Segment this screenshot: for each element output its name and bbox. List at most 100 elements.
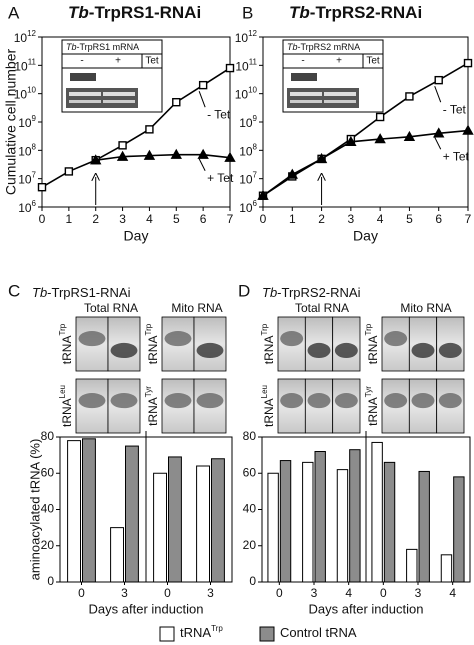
bar: [67, 440, 81, 583]
x-axis-label: Day: [124, 228, 149, 244]
x-tick-label: 0: [164, 586, 171, 600]
marker-square: [145, 125, 154, 134]
gel-lane-band: [384, 331, 408, 347]
y-tick-label: 20: [41, 538, 55, 552]
inset-lane-label: +: [336, 56, 342, 67]
gel-row-label-part: Leu: [58, 385, 67, 398]
y-tick-label-part: 11: [28, 57, 37, 66]
y-tick-label-part: 9: [253, 114, 258, 123]
gel-row-label-part: tRNA: [146, 397, 160, 426]
gel-row-label: tRNATrp: [144, 323, 160, 364]
inset-title-part: -TrpRS1 mRNA: [77, 42, 140, 52]
x-tick-label: 5: [406, 212, 413, 226]
y-tick-label-part: 10: [235, 88, 249, 102]
inset-title: Tb-TrpRS2 mRNA: [287, 42, 360, 52]
series-line: [95, 153, 231, 161]
y-tick-label-part: 10: [235, 31, 249, 45]
bar: [336, 469, 349, 583]
gel-row-label-part: tRNA: [366, 336, 380, 365]
legend-label-part: Control tRNA: [280, 625, 357, 640]
y-tick-label-part: 10: [239, 201, 253, 215]
x-axis-label: Days after induction: [89, 601, 204, 616]
bar: [110, 527, 124, 583]
gel-row-label-part: tRNA: [60, 336, 74, 365]
panel-label: C: [8, 281, 20, 300]
y-tick-label: 107: [18, 171, 36, 187]
bar: [267, 472, 279, 583]
y-tick-label-part: 10: [18, 145, 32, 159]
y-tick-label-part: 12: [248, 29, 257, 38]
inset-gel-band: [290, 92, 322, 96]
x-tick-label: 1: [289, 212, 296, 226]
bar: [406, 548, 418, 583]
x-tick-label: 3: [348, 212, 355, 226]
marker-triangle: [374, 133, 386, 144]
marker-square: [64, 167, 74, 176]
gel-row-label: tRNATrp: [58, 323, 74, 364]
y-tick-label-part: 12: [27, 29, 36, 38]
gel-lane-band: [78, 393, 106, 409]
bar: [168, 456, 182, 583]
series-line: [262, 129, 469, 197]
x-axis-label: Days after induction: [309, 601, 424, 616]
y-tick-label-part: 10: [239, 116, 253, 130]
legend-label-part: Trp: [211, 624, 223, 633]
legend-label: tRNATrp: [180, 624, 223, 640]
annotation-leader: [198, 90, 206, 108]
x-tick-label: 0: [78, 586, 85, 600]
x-tick-label: 3: [121, 586, 128, 600]
gel-row-label-part: Tyr: [364, 386, 373, 397]
gel-lane-band: [280, 393, 304, 409]
inset-gel-band: [103, 92, 135, 96]
bar: [418, 470, 430, 583]
panel-title-part: -TrpRS1-RNAi: [47, 285, 130, 300]
marker-square: [463, 58, 473, 68]
gel-row-label: tRNATrp: [260, 323, 276, 364]
gel-lane-band: [110, 342, 138, 359]
gel-row-label-part: Trp: [144, 323, 153, 335]
marker-square: [198, 80, 208, 90]
x-tick-label: 3: [415, 586, 422, 600]
inset-lane-label: -: [80, 56, 83, 67]
series-line: [41, 67, 231, 188]
gel-row-label: tRNALeu: [58, 385, 74, 427]
y-tick-label-part: 10: [27, 86, 36, 95]
marker-triangle: [197, 148, 209, 159]
marker-triangle: [462, 124, 474, 135]
marker-triangle: [170, 148, 182, 159]
y-tick-label: 20: [243, 538, 257, 552]
x-tick-label: 3: [207, 586, 214, 600]
gel-row-label: tRNALeu: [260, 385, 276, 427]
panel-title: Tb-TrpRS2-RNAi: [289, 3, 422, 22]
gel-lane-band: [164, 331, 192, 347]
marker-triangle: [90, 154, 102, 165]
y-tick-label: 0: [249, 574, 256, 588]
y-tick-label: 109: [18, 114, 36, 130]
gel-lane-band: [334, 393, 358, 409]
y-tick-label-part: 10: [14, 88, 28, 102]
panel-title-part: -TrpRS1-RNAi: [89, 3, 201, 22]
x-tick-label: 7: [227, 212, 234, 226]
y-tick-label: 40: [243, 502, 257, 516]
y-tick-label-part: 6: [253, 199, 258, 208]
inset-gel-band: [290, 100, 322, 103]
gel-row-label-part: Leu: [260, 385, 269, 398]
y-tick-label-part: 10: [18, 173, 32, 187]
inset-lane-label: +: [115, 56, 121, 67]
gel-row-label-part: tRNA: [262, 336, 276, 365]
legend-swatch: [259, 626, 275, 642]
inset-gel-band: [69, 100, 101, 103]
bar: [279, 460, 292, 583]
marker-square: [434, 75, 443, 85]
annotation-leader: [198, 158, 206, 171]
y-tick-label-part: 8: [32, 142, 37, 151]
marker-triangle: [403, 130, 416, 142]
bar: [349, 449, 361, 583]
gel-header: Total RNA: [295, 301, 349, 315]
gel-lane-band: [196, 342, 224, 359]
y-tick-label-part: 7: [32, 171, 37, 180]
x-tick-label: 0: [260, 212, 267, 226]
inset-lane-label: -: [301, 56, 304, 67]
marker-square: [37, 182, 47, 192]
marker-triangle: [345, 135, 357, 147]
